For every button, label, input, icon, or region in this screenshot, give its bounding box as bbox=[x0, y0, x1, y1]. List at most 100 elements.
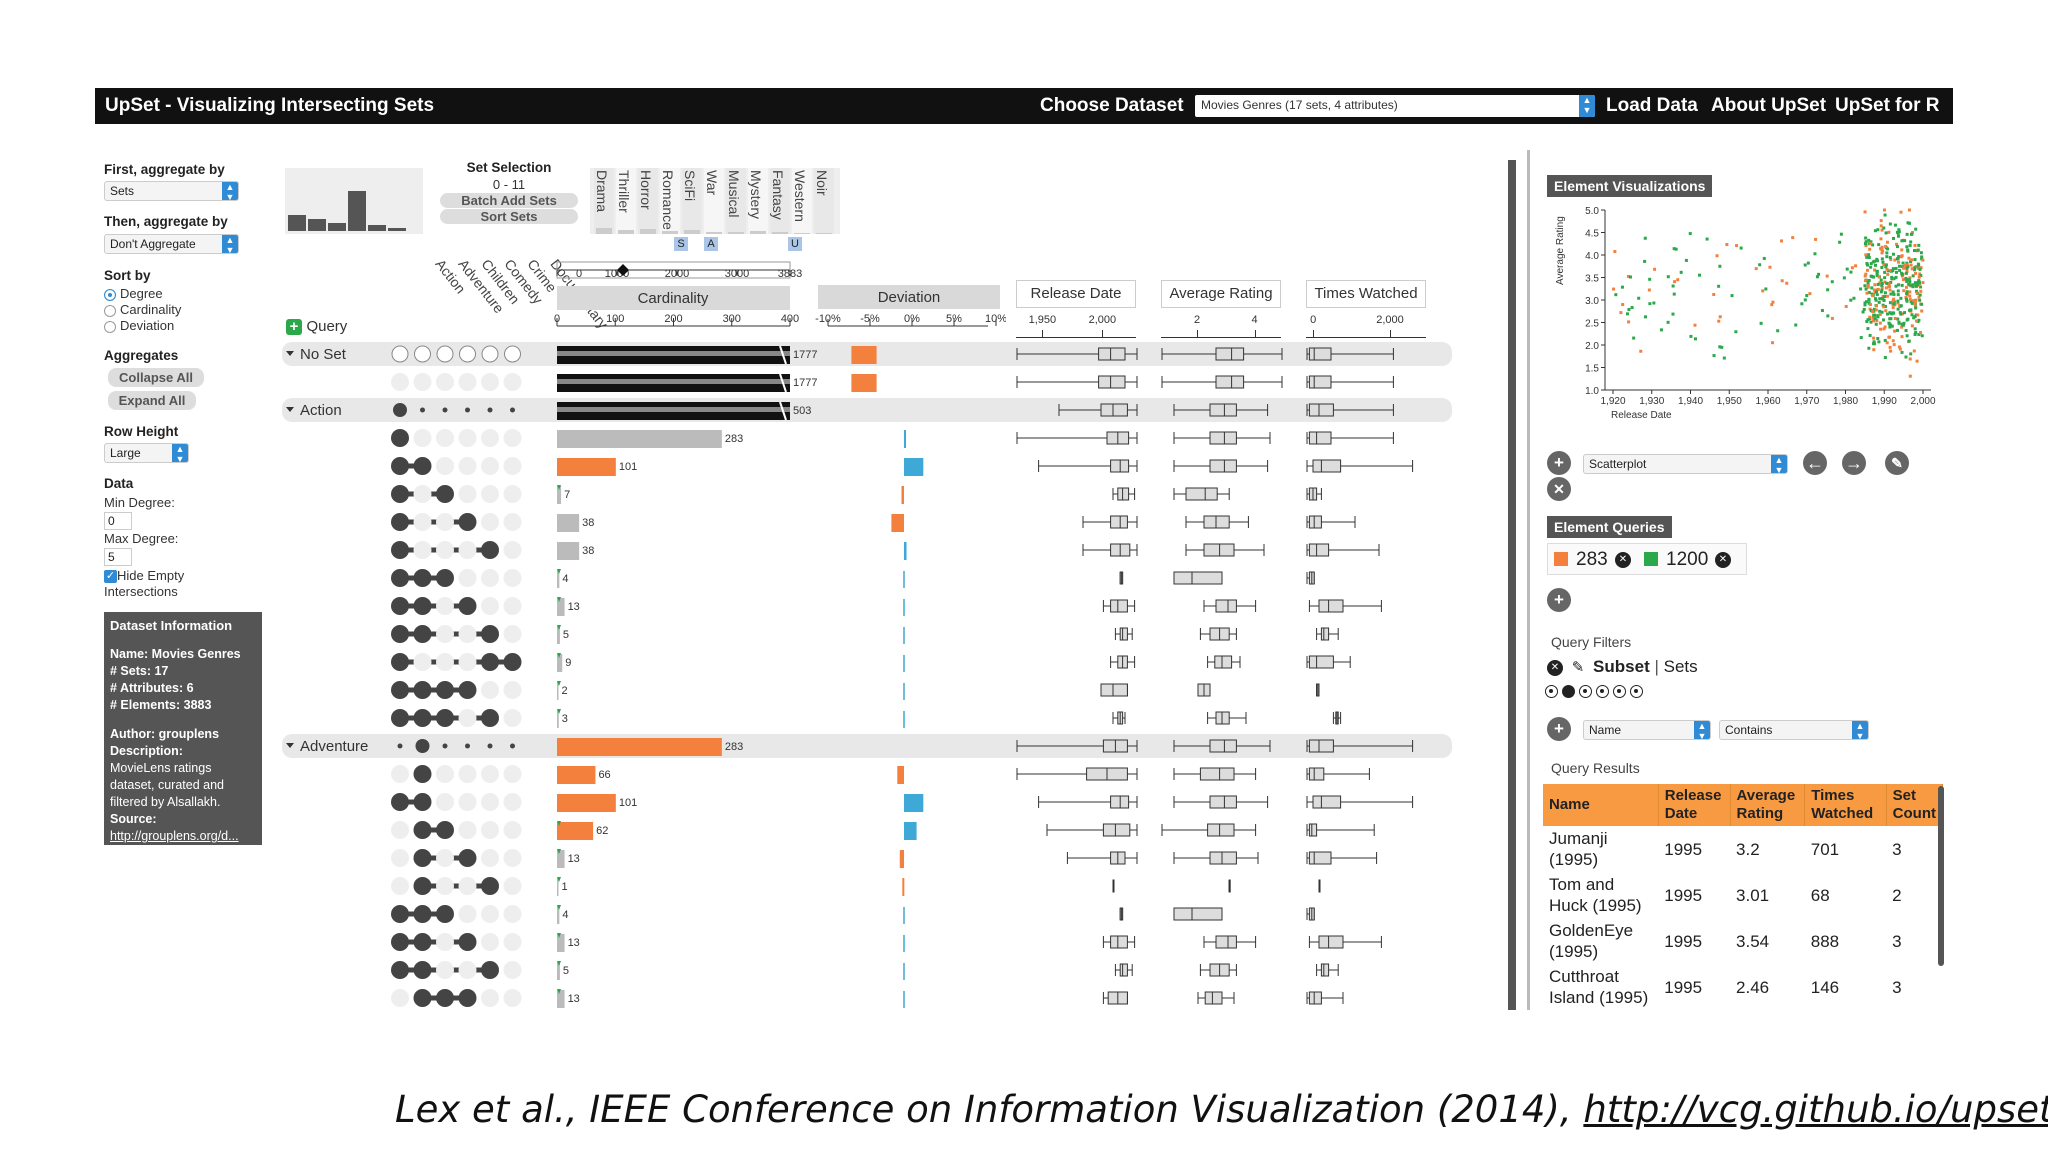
filter-set-toggles[interactable] bbox=[1543, 683, 1663, 701]
col-times-watched[interactable]: Times Watched bbox=[1804, 784, 1887, 826]
subset-row[interactable]: 3 bbox=[391, 709, 1342, 728]
scrollbar[interactable] bbox=[1508, 160, 1516, 1010]
set-column[interactable]: SciFi bbox=[682, 168, 702, 234]
add-query-button[interactable]: + Query bbox=[286, 318, 347, 336]
table-row[interactable]: Cutthroat Island (1995) 1995 2.46 146 3 bbox=[1543, 964, 1943, 1010]
nav-upset-for-r[interactable]: UpSet for R bbox=[1835, 95, 1940, 116]
close-icon[interactable]: ✕ bbox=[1615, 552, 1631, 568]
aggregate-row[interactable]: Adventure 283 bbox=[282, 734, 1452, 758]
subset-row[interactable]: 4 bbox=[391, 569, 1315, 588]
subset-label[interactable]: Subset bbox=[1593, 657, 1650, 676]
subset-row[interactable]: 4 bbox=[391, 905, 1315, 924]
close-icon[interactable]: ✕ bbox=[1547, 477, 1571, 501]
deviation-bar bbox=[851, 346, 877, 364]
table-row[interactable]: Jumanji (1995) 1995 3.2 701 3 bbox=[1543, 826, 1943, 872]
col-name[interactable]: Name bbox=[1543, 784, 1659, 826]
set-column[interactable]: Drama bbox=[594, 168, 614, 234]
scatter-point-green bbox=[1913, 281, 1917, 285]
hide-empty-checkbox[interactable]: ✓ Hide Empty bbox=[104, 568, 184, 584]
plus-icon[interactable]: + bbox=[1547, 717, 1571, 741]
filter-set-toggle[interactable] bbox=[1579, 685, 1592, 698]
subset-row[interactable]: 13 bbox=[391, 989, 1344, 1008]
subset-row[interactable]: 1 bbox=[391, 877, 1321, 896]
subset-row[interactable]: 38 bbox=[391, 513, 1356, 532]
sort-sets-button[interactable]: Sort Sets bbox=[440, 209, 578, 224]
set-column[interactable]: Western bbox=[792, 168, 812, 234]
close-icon[interactable]: ✕ bbox=[1547, 659, 1563, 676]
table-row[interactable]: GoldenEye (1995) 1995 3.54 888 3 bbox=[1543, 918, 1943, 964]
nav-load-data[interactable]: Load Data bbox=[1606, 95, 1698, 116]
sort-option-deviation[interactable]: Deviation bbox=[104, 318, 174, 333]
set-column[interactable]: Horror bbox=[638, 168, 658, 234]
table-row[interactable]: Tom and Huck (1995) 1995 3.01 68 2 bbox=[1543, 872, 1943, 918]
first-aggregate-select[interactable]: Sets ▲ ▼ bbox=[104, 181, 239, 202]
row-height-select[interactable]: Large ▲ ▼ bbox=[104, 443, 189, 464]
subset-row[interactable]: 5 bbox=[391, 961, 1339, 980]
then-aggregate-select[interactable]: Don't Aggregate ▲ ▼ bbox=[104, 234, 239, 255]
aggregate-row[interactable]: No Set 1777 bbox=[282, 342, 1452, 366]
plus-icon[interactable]: + bbox=[1547, 451, 1571, 475]
arrow-left-icon[interactable]: ← bbox=[1803, 451, 1827, 475]
results-scrollbar[interactable] bbox=[1938, 786, 1944, 966]
set-column[interactable]: Fantasy bbox=[770, 168, 790, 234]
set-column[interactable]: War bbox=[704, 168, 724, 234]
set-column[interactable]: Mystery bbox=[748, 168, 768, 234]
min-degree-input[interactable]: 0 bbox=[104, 512, 132, 530]
subset-row[interactable]: 101 bbox=[391, 793, 1414, 812]
filter-operator-select[interactable]: Contains ▲ ▼ bbox=[1719, 720, 1869, 741]
subset-row[interactable]: 283 bbox=[391, 429, 1394, 448]
vis-type-select[interactable]: Scatterplot ▲ ▼ bbox=[1583, 454, 1788, 475]
arrow-right-icon[interactable]: → bbox=[1842, 451, 1866, 475]
col-set-count[interactable]: Set Count bbox=[1886, 784, 1943, 826]
attribute-header[interactable]: Release Date bbox=[1016, 280, 1136, 308]
aggregate-row[interactable]: Action 503 bbox=[282, 398, 1452, 422]
set-letter-badge[interactable]: A bbox=[704, 237, 718, 251]
dataset-source-link[interactable]: http://grouplens.org/d... bbox=[110, 829, 239, 843]
filter-set-toggle[interactable] bbox=[1613, 685, 1626, 698]
set-column[interactable]: Musical bbox=[726, 168, 746, 234]
sort-option-degree[interactable]: Degree bbox=[104, 286, 163, 301]
y-tick-label: 3.0 bbox=[1585, 296, 1599, 307]
subset-row[interactable]: 5 bbox=[391, 625, 1339, 644]
set-column[interactable]: Noir bbox=[814, 168, 834, 234]
subset-row[interactable]: 2 bbox=[391, 681, 1320, 700]
filter-set-toggle[interactable] bbox=[1545, 685, 1558, 698]
filter-set-toggle[interactable] bbox=[1630, 685, 1643, 698]
batch-add-sets-button[interactable]: Batch Add Sets bbox=[440, 193, 578, 208]
subset-row[interactable]: 101 bbox=[391, 457, 1414, 476]
subset-row[interactable]: 66 bbox=[391, 765, 1370, 784]
subset-row[interactable]: 62 bbox=[391, 821, 1375, 840]
col-average-rating[interactable]: Average Rating bbox=[1730, 784, 1806, 826]
set-letter-badge[interactable]: S bbox=[674, 237, 688, 251]
subset-row[interactable]: 9 bbox=[391, 653, 1351, 672]
dataset-select[interactable]: Movies Genres (17 sets, 4 attributes) ▲ ▼ bbox=[1195, 95, 1595, 117]
subset-row[interactable]: 7 bbox=[391, 485, 1322, 504]
col-release-date[interactable]: Release Date bbox=[1658, 784, 1731, 826]
subset-row[interactable]: 13 bbox=[391, 597, 1382, 616]
filter-field-select[interactable]: Name ▲ ▼ bbox=[1583, 720, 1711, 741]
plus-icon[interactable]: + bbox=[1547, 588, 1571, 612]
pencil-icon[interactable]: ✎ bbox=[1571, 659, 1585, 676]
sort-option-cardinality[interactable]: Cardinality bbox=[104, 302, 181, 317]
set-letter-badge[interactable]: U bbox=[788, 237, 802, 251]
citation-link[interactable]: http://vcg.github.io/upset/ bbox=[1583, 1088, 2048, 1131]
sets-label[interactable]: Sets bbox=[1663, 657, 1698, 676]
filter-set-toggle[interactable] bbox=[1596, 685, 1609, 698]
set-column[interactable]: Romance bbox=[660, 168, 680, 234]
nav-about-upset[interactable]: About UpSet bbox=[1711, 95, 1827, 116]
set-dot-filled bbox=[413, 849, 432, 867]
subset-row[interactable]: 1777 bbox=[391, 373, 1394, 393]
expand-all-button[interactable]: Expand All bbox=[108, 391, 196, 410]
collapse-all-button[interactable]: Collapse All bbox=[108, 368, 204, 387]
attribute-header[interactable]: Times Watched bbox=[1306, 280, 1426, 308]
subset-row[interactable]: 13 bbox=[391, 933, 1382, 952]
cardinality-label: 3 bbox=[562, 713, 568, 725]
filter-set-toggle[interactable] bbox=[1562, 685, 1575, 698]
set-column[interactable]: Thriller bbox=[616, 168, 636, 234]
close-icon[interactable]: ✕ bbox=[1715, 552, 1731, 568]
pencil-icon[interactable]: ✎ bbox=[1885, 451, 1909, 475]
subset-row[interactable]: 38 bbox=[391, 541, 1380, 560]
max-degree-input[interactable]: 5 bbox=[104, 548, 132, 566]
subset-row[interactable]: 13 bbox=[391, 849, 1378, 868]
attribute-header[interactable]: Average Rating bbox=[1161, 280, 1281, 308]
